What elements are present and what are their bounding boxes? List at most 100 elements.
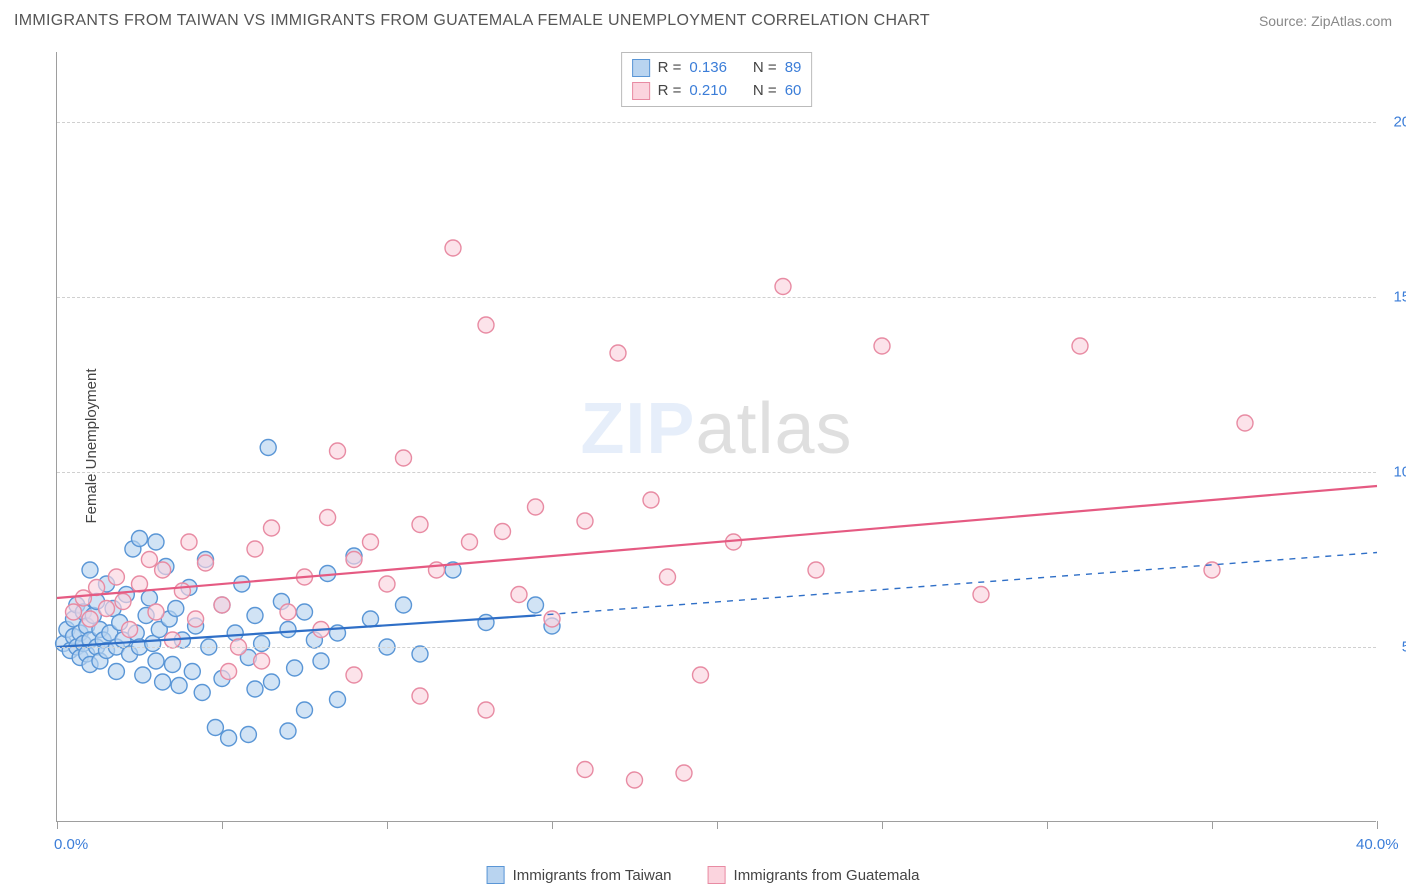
scatter-point-taiwan — [280, 723, 296, 739]
scatter-point-guatemala — [660, 569, 676, 585]
scatter-point-taiwan — [297, 702, 313, 718]
gridline — [57, 472, 1376, 473]
scatter-point-taiwan — [207, 720, 223, 736]
scatter-point-taiwan — [260, 440, 276, 456]
r-value: 0.136 — [689, 57, 727, 80]
gridline — [57, 122, 1376, 123]
scatter-point-guatemala — [181, 534, 197, 550]
legend-label: Immigrants from Taiwan — [513, 867, 672, 884]
scatter-point-taiwan — [184, 664, 200, 680]
scatter-point-guatemala — [75, 590, 91, 606]
scatter-point-guatemala — [174, 583, 190, 599]
n-value: 60 — [785, 80, 802, 103]
legend-swatch-guatemala — [632, 82, 650, 100]
x-tick — [1047, 821, 1048, 829]
scatter-point-taiwan — [287, 660, 303, 676]
scatter-point-guatemala — [221, 664, 237, 680]
chart-svg — [57, 52, 1377, 822]
scatter-point-guatemala — [973, 587, 989, 603]
scatter-point-taiwan — [363, 611, 379, 627]
scatter-point-guatemala — [330, 443, 346, 459]
scatter-point-taiwan — [82, 562, 98, 578]
scatter-point-taiwan — [254, 636, 270, 652]
scatter-point-guatemala — [280, 604, 296, 620]
scatter-point-guatemala — [264, 520, 280, 536]
scatter-point-guatemala — [363, 534, 379, 550]
legend-swatch-taiwan — [632, 59, 650, 77]
x-tick — [1377, 821, 1378, 829]
y-tick-label: 5.0% — [1381, 639, 1406, 656]
x-tick — [882, 821, 883, 829]
scatter-point-taiwan — [297, 604, 313, 620]
source-label: Source: ZipAtlas.com — [1259, 13, 1392, 29]
scatter-point-taiwan — [171, 678, 187, 694]
scatter-point-guatemala — [627, 772, 643, 788]
r-label: R = — [658, 57, 682, 80]
scatter-point-guatemala — [577, 762, 593, 778]
scatter-point-guatemala — [396, 450, 412, 466]
scatter-point-guatemala — [254, 653, 270, 669]
x-tick — [1212, 821, 1213, 829]
x-tick — [57, 821, 58, 829]
scatter-point-taiwan — [135, 667, 151, 683]
scatter-point-guatemala — [478, 317, 494, 333]
scatter-point-taiwan — [234, 576, 250, 592]
n-label: N = — [753, 80, 777, 103]
scatter-point-guatemala — [99, 601, 115, 617]
bottom-legend: Immigrants from Taiwan Immigrants from Gu… — [487, 866, 920, 884]
scatter-point-guatemala — [188, 611, 204, 627]
scatter-point-guatemala — [610, 345, 626, 361]
scatter-point-guatemala — [775, 279, 791, 295]
scatter-point-guatemala — [346, 552, 362, 568]
scatter-point-guatemala — [577, 513, 593, 529]
x-tick — [387, 821, 388, 829]
scatter-point-taiwan — [264, 674, 280, 690]
scatter-point-guatemala — [346, 667, 362, 683]
scatter-point-guatemala — [808, 562, 824, 578]
scatter-point-taiwan — [132, 531, 148, 547]
legend-item-guatemala: Immigrants from Guatemala — [708, 866, 920, 884]
y-tick-label: 20.0% — [1381, 114, 1406, 131]
scatter-point-guatemala — [511, 587, 527, 603]
x-min-label: 0.0% — [54, 836, 88, 853]
scatter-point-guatemala — [82, 611, 98, 627]
scatter-point-guatemala — [478, 702, 494, 718]
scatter-point-taiwan — [221, 730, 237, 746]
scatter-point-taiwan — [528, 597, 544, 613]
scatter-point-guatemala — [643, 492, 659, 508]
legend-item-taiwan: Immigrants from Taiwan — [487, 866, 672, 884]
scatter-point-guatemala — [148, 604, 164, 620]
scatter-point-guatemala — [115, 594, 131, 610]
scatter-point-taiwan — [247, 681, 263, 697]
scatter-point-guatemala — [122, 622, 138, 638]
legend-swatch-taiwan — [487, 866, 505, 884]
n-label: N = — [753, 57, 777, 80]
scatter-point-guatemala — [528, 499, 544, 515]
x-max-label: 40.0% — [1356, 836, 1399, 853]
scatter-point-taiwan — [396, 597, 412, 613]
scatter-point-guatemala — [1237, 415, 1253, 431]
scatter-point-guatemala — [379, 576, 395, 592]
title-bar: IMMIGRANTS FROM TAIWAN VS IMMIGRANTS FRO… — [14, 12, 1392, 30]
r-label: R = — [658, 80, 682, 103]
scatter-point-guatemala — [320, 510, 336, 526]
stat-row-taiwan: R = 0.136 N = 89 — [632, 57, 802, 80]
scatter-point-guatemala — [198, 555, 214, 571]
y-tick-label: 10.0% — [1381, 464, 1406, 481]
scatter-point-taiwan — [247, 608, 263, 624]
scatter-point-guatemala — [874, 338, 890, 354]
scatter-point-guatemala — [155, 562, 171, 578]
y-tick-label: 15.0% — [1381, 289, 1406, 306]
legend-swatch-guatemala — [708, 866, 726, 884]
scatter-point-taiwan — [240, 727, 256, 743]
scatter-point-taiwan — [313, 653, 329, 669]
scatter-point-taiwan — [168, 601, 184, 617]
gridline — [57, 297, 1376, 298]
scatter-point-taiwan — [165, 657, 181, 673]
stat-legend: R =0.136N =89R =0.210N =60 — [621, 52, 813, 107]
n-value: 89 — [785, 57, 802, 80]
scatter-point-guatemala — [108, 569, 124, 585]
x-tick — [222, 821, 223, 829]
plot-area: ZIPatlas R =0.136N =89R =0.210N =60 5.0%… — [56, 52, 1376, 822]
scatter-point-guatemala — [412, 517, 428, 533]
